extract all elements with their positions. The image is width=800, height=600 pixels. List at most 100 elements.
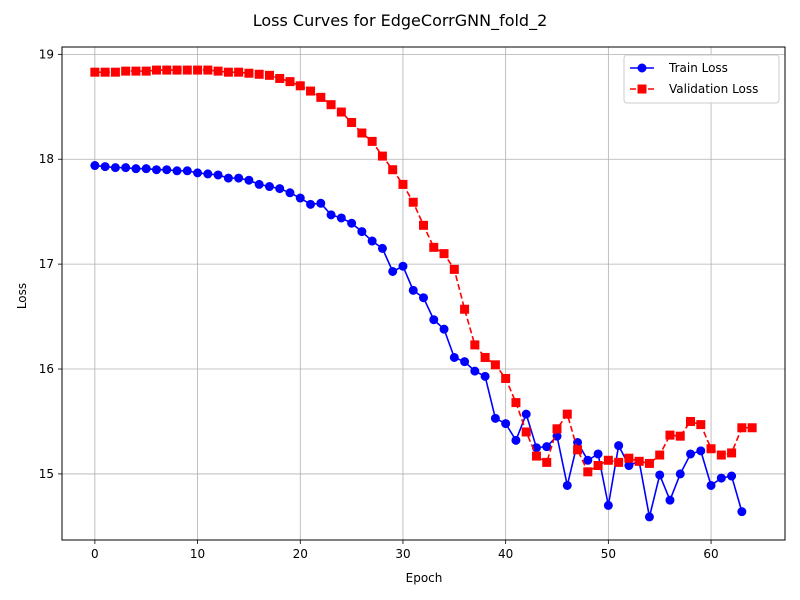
x-tick-label: 60 — [703, 547, 718, 561]
validation-loss-point — [306, 86, 316, 96]
train-loss-point — [511, 435, 521, 445]
validation-loss-point — [193, 65, 203, 75]
x-tick-label: 10 — [190, 547, 205, 561]
train-loss-point — [264, 182, 274, 192]
validation-loss-point — [377, 151, 387, 161]
y-tick-label: 18 — [39, 152, 54, 166]
train-loss-point — [285, 188, 295, 198]
validation-loss-point — [357, 128, 367, 138]
validation-loss-point — [542, 457, 552, 467]
train-loss-point — [110, 163, 120, 173]
plot-frame — [61, 46, 786, 541]
validation-loss-point — [439, 249, 449, 259]
train-loss-point — [501, 419, 511, 429]
validation-loss-point — [182, 65, 192, 75]
legend-box — [623, 54, 780, 104]
validation-loss-series — [90, 65, 757, 477]
validation-loss-point — [470, 340, 480, 350]
train-loss-point — [542, 442, 552, 452]
y-tick-label: 15 — [39, 467, 54, 481]
validation-loss-point — [264, 70, 274, 80]
y-axis-title: Loss — [15, 283, 29, 309]
validation-loss-point — [131, 66, 141, 76]
train-loss-point — [131, 164, 141, 174]
validation-loss-point — [675, 431, 685, 441]
train-loss-point — [336, 213, 346, 223]
validation-loss-point — [254, 69, 264, 79]
legend: Train Loss Validation Loss — [623, 54, 780, 104]
validation-loss-point — [562, 409, 572, 419]
train-loss-point — [624, 461, 634, 471]
train-loss-point — [275, 184, 285, 194]
train-loss-point — [686, 449, 696, 459]
validation-loss-point — [665, 430, 675, 440]
validation-loss-point — [172, 65, 182, 75]
train-loss-point — [172, 166, 182, 176]
validation-loss-point — [285, 77, 295, 87]
validation-loss-point — [552, 424, 562, 434]
train-loss-point — [347, 218, 357, 228]
x-tick-label: 50 — [601, 547, 616, 561]
validation-loss-point — [634, 456, 644, 466]
train-loss-point — [583, 455, 593, 465]
train-loss-point — [593, 449, 603, 459]
train-loss-point — [521, 409, 531, 419]
train-loss-legend-label: Train Loss — [668, 61, 728, 75]
train-loss-point — [665, 495, 675, 505]
train-loss-point — [182, 166, 192, 176]
train-loss-point — [408, 285, 418, 295]
validation-loss-point — [316, 92, 326, 102]
train-loss-point — [90, 161, 100, 171]
validation-loss-point — [388, 165, 398, 175]
validation-loss-point — [573, 445, 583, 455]
train-loss-point — [357, 227, 367, 237]
validation-loss-point — [295, 81, 305, 91]
validation-loss-point — [213, 66, 223, 76]
train-loss-point — [696, 446, 706, 456]
y-tick-label: 19 — [39, 47, 54, 61]
train-loss-point — [480, 371, 490, 381]
x-tick-label: 20 — [293, 547, 308, 561]
validation-loss-point — [121, 66, 131, 76]
series-layer — [90, 65, 757, 522]
validation-loss-point — [593, 461, 603, 471]
validation-loss-point — [531, 451, 541, 461]
validation-loss-point — [716, 450, 726, 460]
train-loss-point — [490, 413, 500, 423]
train-loss-legend-marker — [637, 63, 647, 73]
chart-title: Loss Curves for EdgeCorrGNN_fold_2 — [253, 11, 548, 31]
train-loss-point — [388, 266, 398, 276]
validation-loss-point — [511, 398, 521, 408]
train-loss-point — [306, 199, 316, 209]
validation-loss-point — [234, 67, 244, 77]
train-loss-point — [244, 175, 254, 185]
train-loss-point — [398, 261, 408, 271]
train-loss-line — [94, 164, 743, 518]
train-loss-point — [367, 236, 377, 246]
train-loss-point — [655, 470, 665, 480]
train-loss-point — [716, 473, 726, 483]
validation-loss-point — [583, 467, 593, 477]
validation-loss-point — [603, 455, 613, 465]
train-loss-point — [121, 163, 131, 173]
validation-loss-point — [336, 107, 346, 117]
train-loss-point — [254, 179, 264, 189]
train-loss-point — [439, 324, 449, 334]
train-loss-point — [460, 357, 470, 367]
validation-loss-point — [90, 67, 100, 77]
train-loss-point — [162, 165, 172, 175]
validation-loss-point — [644, 458, 654, 468]
train-loss-point — [151, 165, 161, 175]
x-tick-label: 30 — [395, 547, 410, 561]
train-loss-point — [603, 500, 613, 510]
validation-loss-point — [501, 373, 511, 383]
train-loss-point — [675, 469, 685, 479]
train-loss-point — [100, 162, 110, 172]
x-tick-label: 0 — [91, 547, 99, 561]
validation-loss-point — [162, 65, 172, 75]
train-loss-point — [470, 366, 480, 376]
train-loss-point — [234, 173, 244, 183]
validation-loss-point — [110, 67, 120, 77]
validation-loss-point — [686, 416, 696, 426]
validation-loss-legend-marker — [637, 84, 647, 94]
